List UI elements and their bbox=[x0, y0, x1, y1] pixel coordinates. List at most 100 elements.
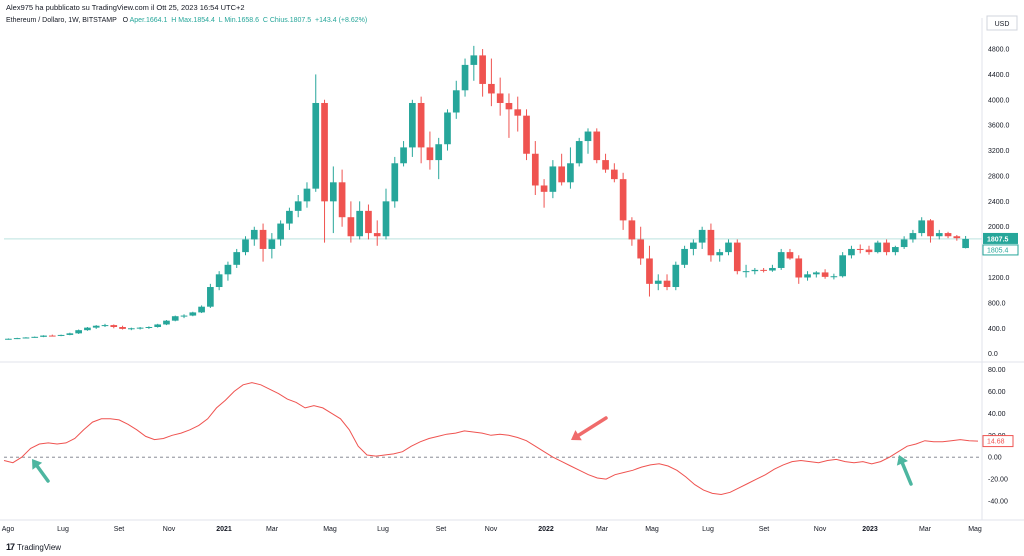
price-tick-label: 0.0 bbox=[988, 351, 998, 358]
footer: 17 TradingView bbox=[6, 542, 61, 552]
symbol-label[interactable]: Ethereum / Dollaro, 1W, BITSTAMP bbox=[6, 17, 117, 24]
candle-body bbox=[909, 233, 917, 240]
candle-body bbox=[795, 258, 803, 278]
low-value: L Min.1658.6 bbox=[218, 17, 259, 24]
candle-body bbox=[40, 335, 47, 337]
candle-body bbox=[347, 217, 355, 237]
candle-body bbox=[250, 229, 258, 240]
candle-body bbox=[171, 316, 179, 321]
time-tick-label: Lug bbox=[377, 526, 389, 533]
candle-body bbox=[575, 141, 583, 164]
tradingview-logo[interactable]: 17 bbox=[6, 542, 15, 552]
oscillator-tick-label: 0.00 bbox=[988, 455, 1002, 462]
candle-body bbox=[663, 280, 671, 288]
candle-body bbox=[953, 236, 961, 239]
candle-body bbox=[892, 247, 899, 253]
arrow-head bbox=[571, 430, 582, 441]
oscillator-tick-label: -20.00 bbox=[988, 477, 1008, 484]
arrow-head bbox=[896, 455, 908, 466]
secondary-price-tag bbox=[982, 244, 1019, 256]
arrow-shaft bbox=[576, 416, 608, 437]
high-value: H Max.1854.4 bbox=[171, 17, 215, 24]
candle-body bbox=[242, 239, 249, 253]
oscillator-series bbox=[3, 382, 979, 496]
candle-body bbox=[356, 210, 364, 237]
brand-label[interactable]: TradingView bbox=[17, 542, 62, 552]
axes: USD 4800.0 4400.0 4000.0 3600.0 3200.0 2800.0 2… bbox=[0, 15, 1024, 533]
candle-body bbox=[821, 272, 829, 277]
candle-body bbox=[400, 147, 407, 164]
candle-body bbox=[769, 267, 776, 271]
price-tick-label: 2400.0 bbox=[988, 199, 1010, 206]
candle-body bbox=[962, 238, 969, 249]
candle-body bbox=[602, 160, 609, 170]
candle-body bbox=[883, 242, 890, 253]
candle-body bbox=[523, 115, 530, 154]
candle-body bbox=[48, 335, 56, 337]
down-arrow-middle bbox=[571, 416, 608, 441]
candle-body bbox=[935, 233, 943, 237]
time-tick-label: Nov bbox=[163, 526, 176, 533]
open-label: O bbox=[122, 17, 129, 24]
candle-body bbox=[558, 166, 565, 183]
candle-body bbox=[136, 327, 144, 329]
price-tick-label: 2800.0 bbox=[988, 173, 1010, 180]
candle-body bbox=[452, 90, 460, 113]
candle-body bbox=[804, 274, 811, 278]
candle-body bbox=[672, 264, 680, 288]
time-tick-label: Mag bbox=[323, 526, 337, 533]
candle-body bbox=[180, 315, 188, 317]
grid bbox=[4, 238, 982, 458]
up-arrow-right bbox=[896, 455, 913, 486]
candle-body bbox=[312, 102, 320, 189]
oscillator-value-label: 14.68 bbox=[987, 439, 1005, 446]
candle-body bbox=[268, 239, 276, 249]
ohlc-legend: Ethereum / Dollaro, 1W, BITSTAMP O Aper.… bbox=[6, 17, 367, 24]
currency-box bbox=[986, 15, 1018, 31]
time-tick-label: Set bbox=[436, 526, 447, 533]
candle-body bbox=[444, 112, 451, 145]
candle-body bbox=[321, 102, 328, 202]
candle-body bbox=[716, 252, 724, 256]
time-tick-label: 2023 bbox=[862, 526, 878, 533]
price-tick-label: 3200.0 bbox=[988, 148, 1010, 155]
candle-body bbox=[751, 269, 759, 272]
time-tick-label: Ago bbox=[2, 526, 15, 533]
arrow-shaft bbox=[35, 464, 50, 483]
candle-body bbox=[294, 201, 302, 211]
candle-body bbox=[198, 306, 205, 313]
candle-body bbox=[286, 210, 293, 224]
candle-body bbox=[338, 182, 346, 218]
secondary-price-label: 1805.4 bbox=[987, 247, 1009, 254]
chart-canvas[interactable]: USD 4800.0 4400.0 4000.0 3600.0 3200.0 2800.0 2… bbox=[0, 0, 1024, 540]
candle-body bbox=[488, 83, 495, 94]
time-tick-label: Nov bbox=[485, 526, 498, 533]
time-tick-label: Nov bbox=[814, 526, 827, 533]
candle-body bbox=[593, 131, 601, 161]
candle-body bbox=[786, 252, 794, 259]
candle-body bbox=[637, 239, 645, 259]
candle-body bbox=[13, 338, 21, 340]
candle-body bbox=[619, 179, 627, 221]
candle-body bbox=[92, 325, 100, 328]
candle-body bbox=[224, 264, 232, 275]
candle-body bbox=[742, 271, 750, 273]
candle-body bbox=[233, 252, 241, 265]
candle-body bbox=[856, 248, 864, 250]
candle-body bbox=[944, 233, 952, 237]
time-tick-label: 2021 bbox=[216, 526, 232, 533]
time-tick-label: Set bbox=[759, 526, 770, 533]
candle-body bbox=[154, 324, 162, 327]
candle-body bbox=[698, 229, 706, 243]
candle-body bbox=[329, 182, 337, 202]
price-tick-label: 4800.0 bbox=[988, 47, 1010, 54]
candle-body bbox=[5, 338, 12, 340]
currency-label: USD bbox=[995, 21, 1010, 28]
candle-body bbox=[681, 248, 688, 265]
candle-body bbox=[57, 334, 65, 336]
candle-body bbox=[207, 287, 214, 307]
candle-body bbox=[163, 320, 170, 325]
oscillator-tick-label: 60.00 bbox=[988, 389, 1006, 396]
candle-body bbox=[382, 201, 390, 237]
candle-body bbox=[435, 144, 443, 161]
